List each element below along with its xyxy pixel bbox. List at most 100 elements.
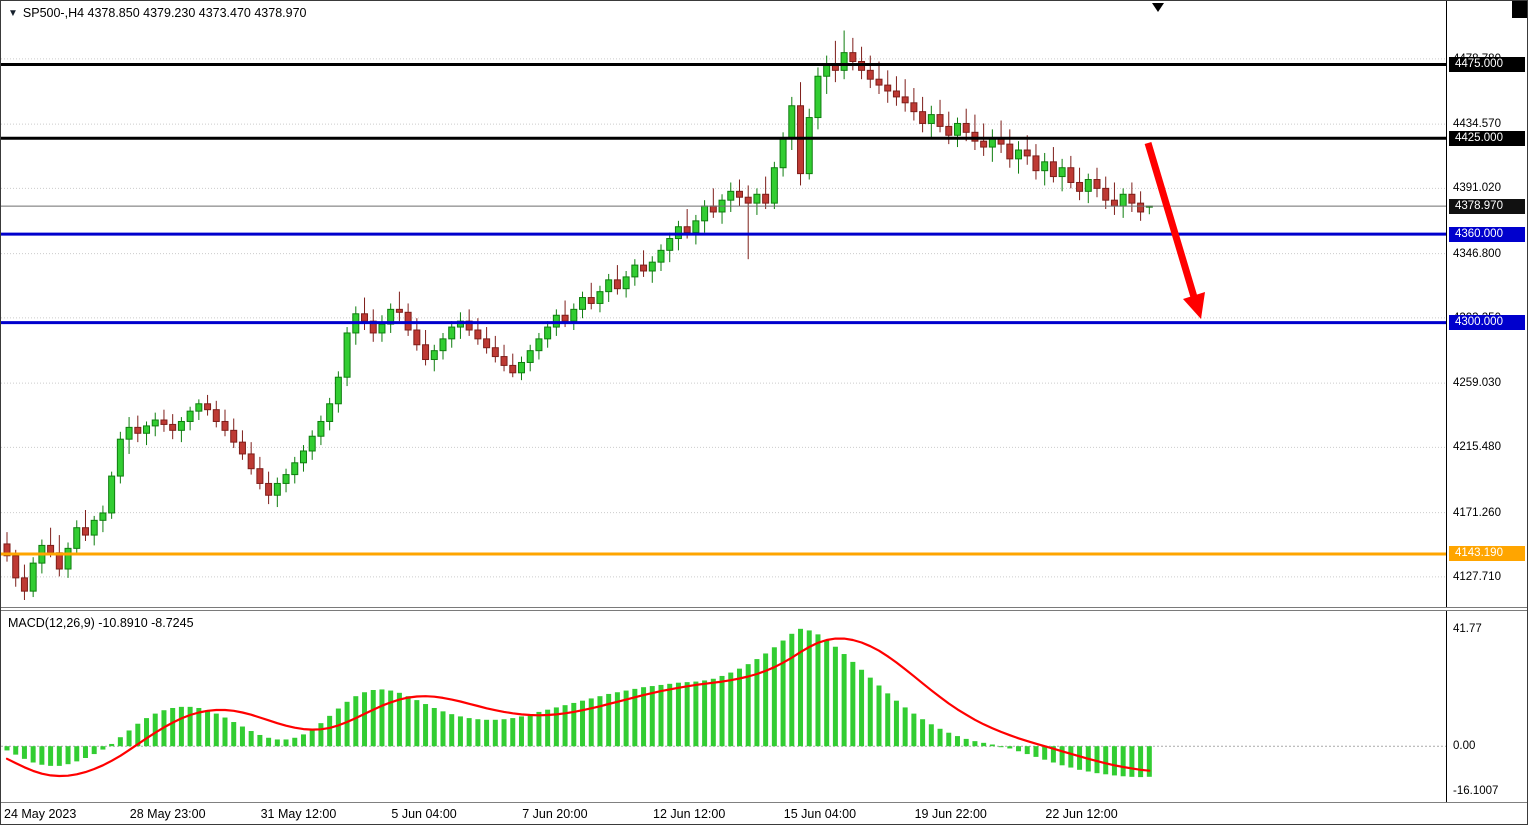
candle-body	[212, 409, 220, 422]
candle-body	[291, 462, 299, 476]
candle-body	[81, 527, 89, 536]
candle-body	[99, 512, 107, 521]
candle-body	[753, 193, 761, 204]
candle-body	[20, 577, 28, 592]
candle-body	[1006, 143, 1014, 160]
macd-histogram-bar	[850, 661, 856, 747]
candle-body	[247, 453, 255, 470]
macd-histogram-bar	[562, 705, 568, 747]
macd-histogram-bar	[1007, 746, 1013, 749]
candle-body	[160, 419, 168, 425]
macd-histogram-bar	[527, 714, 533, 747]
symbol-ohlc-text: SP500-,H4 4378.850 4379.230 4373.470 437…	[22, 6, 307, 20]
macd-histogram-bar	[1146, 746, 1152, 777]
macd-histogram-bar	[911, 713, 917, 747]
candle-body	[334, 376, 342, 405]
macd-histogram-bar	[902, 707, 908, 747]
price-axis-label: 4391.020	[1453, 182, 1501, 195]
candle-body	[1093, 179, 1101, 189]
macd-histogram-bar	[946, 732, 952, 747]
candle-body	[544, 326, 552, 340]
price-level-badge[interactable]: 4425.000	[1449, 130, 1525, 146]
macd-histogram-bar	[614, 692, 620, 747]
macd-histogram-bar	[74, 746, 80, 762]
candle-body	[177, 420, 185, 431]
macd-histogram-bar	[789, 633, 795, 747]
macd-histogram-bar	[815, 634, 821, 747]
macd-histogram-bar	[963, 738, 969, 747]
macd-histogram-bar	[553, 707, 559, 747]
candle-body	[483, 338, 491, 349]
macd-histogram-bar	[170, 707, 176, 747]
macd-histogram-bar	[414, 700, 420, 747]
macd-histogram-bar	[501, 719, 507, 747]
candle-body	[474, 329, 482, 340]
candle-body	[317, 420, 325, 437]
macd-histogram-bar	[353, 696, 359, 747]
candle-body	[1067, 167, 1075, 183]
price-level-badge[interactable]: 4300.000	[1449, 315, 1525, 331]
candle-body	[282, 474, 290, 484]
macd-histogram-bar	[632, 688, 638, 747]
macd-histogram-bar	[239, 726, 245, 747]
macd-histogram-bar	[518, 716, 524, 747]
candle-body	[3, 543, 11, 557]
price-level-badge[interactable]: 4360.000	[1449, 226, 1525, 242]
price-level-badge[interactable]: 4143.190	[1449, 546, 1525, 562]
candle-body	[622, 276, 630, 290]
macd-histogram-bar	[362, 692, 368, 747]
price-level-badge[interactable]: 4475.000	[1449, 56, 1525, 72]
macd-histogram-bar	[144, 718, 150, 747]
macd-histogram-bar	[405, 696, 411, 747]
candle-body	[273, 482, 281, 496]
candle-body	[1084, 179, 1092, 192]
macd-histogram-bar	[989, 744, 995, 747]
time-axis[interactable]: 24 May 2023 28 May 23:00 31 May 12:00 5 Jun…	[1, 802, 1527, 824]
panel-splitter[interactable]	[1, 607, 1527, 611]
macd-histogram-bar	[893, 700, 899, 747]
macd-histogram-bar	[588, 698, 594, 747]
macd-histogram-bar	[65, 746, 71, 765]
candle-body	[238, 441, 246, 455]
candle-body	[648, 261, 656, 272]
macd-layer	[1, 628, 1446, 778]
macd-histogram-bar	[920, 719, 926, 747]
macd-histogram-bar	[1138, 746, 1144, 778]
candle-body	[108, 475, 116, 514]
macd-histogram-bar	[152, 713, 158, 747]
candle-body	[849, 52, 857, 62]
price-axis-label: 4259.030	[1453, 377, 1501, 390]
macd-histogram-bar	[885, 693, 891, 747]
price-axis[interactable]: 4478.7804434.5704391.0204346.8004303.250…	[1446, 1, 1527, 802]
candle-body	[814, 75, 822, 119]
macd-histogram-bar	[736, 668, 742, 747]
chart-shift-marker-icon[interactable]	[1152, 3, 1164, 12]
symbol-ohlc-header: ▼ SP500-,H4 4378.850 4379.230 4373.470 43…	[8, 6, 307, 20]
macd-histogram-bar	[109, 743, 115, 747]
candle-body	[1119, 193, 1127, 207]
candle-body	[526, 350, 534, 363]
macd-histogram-bar	[597, 696, 603, 747]
trend-arrow-head[interactable]	[1183, 292, 1205, 319]
macd-histogram-bar	[292, 737, 298, 747]
chart-canvas	[1, 3, 1446, 778]
macd-histogram-bar	[571, 702, 577, 747]
level-lines-layer	[1, 62, 1446, 556]
candle-body	[151, 419, 159, 427]
macd-histogram-bar	[545, 709, 551, 747]
macd-histogram-bar	[972, 741, 978, 747]
macd-histogram-bar	[536, 711, 542, 747]
candle-body	[919, 111, 927, 124]
macd-histogram-bar	[117, 737, 123, 747]
macd-histogram-bar	[510, 718, 516, 747]
macd-histogram-bar	[100, 746, 106, 750]
macd-histogram-bar	[867, 677, 873, 747]
macd-histogram-bar	[684, 682, 690, 747]
trend-arrow-shaft[interactable]	[1144, 141, 1198, 299]
macd-histogram-bar	[335, 708, 341, 747]
candle-body	[430, 350, 438, 361]
candle-body	[1041, 161, 1049, 172]
macd-histogram-bar	[449, 714, 455, 747]
candle-body	[980, 140, 988, 148]
annotations-layer	[1144, 3, 1205, 319]
